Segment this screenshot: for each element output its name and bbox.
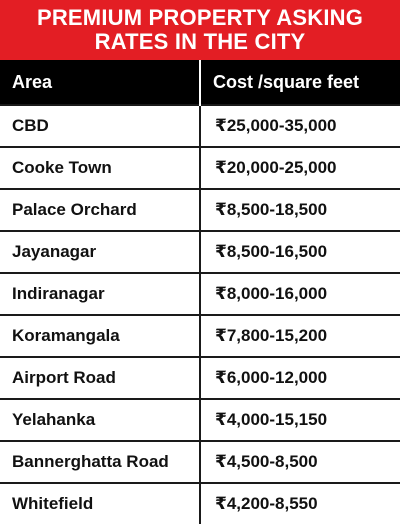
table-row: Palace Orchard ₹8,500-18,500: [0, 188, 400, 231]
column-header-area: Area: [0, 60, 200, 105]
rate-cell: ₹25,000-35,000: [199, 104, 400, 147]
title-line-1: PREMIUM PROPERTY ASKING: [36, 5, 364, 30]
rate-cell: ₹8,500-18,500: [199, 188, 400, 231]
area-cell: Palace Orchard: [0, 188, 200, 231]
header-row: Area Cost /square feet: [0, 60, 400, 105]
table-row: CBD ₹25,000-35,000: [0, 104, 400, 147]
rate-cell: ₹4,500-8,500: [199, 440, 400, 483]
table-row: Indiranagar ₹8,000-16,000: [0, 272, 400, 315]
area-cell: Bannerghatta Road: [0, 440, 200, 483]
table-row: Jayanagar ₹8,500-16,500: [0, 230, 400, 273]
title-line-2: RATES IN THE CITY: [94, 29, 306, 54]
rate-cell: ₹8,000-16,000: [199, 272, 400, 315]
area-cell: Indiranagar: [0, 272, 200, 315]
area-cell: Yelahanka: [0, 398, 200, 441]
area-cell: Cooke Town: [0, 146, 200, 189]
rate-cell: ₹4,200-8,550: [199, 482, 400, 524]
rate-cell: ₹4,000-15,150: [199, 398, 400, 441]
rate-cell: ₹7,800-15,200: [199, 314, 400, 357]
rates-table: Area Cost /square feet CBD ₹25,000-35,000…: [0, 60, 400, 524]
area-cell: Jayanagar: [0, 230, 200, 273]
rate-cell: ₹8,500-16,500: [199, 230, 400, 273]
chart-title: PREMIUM PROPERTY ASKING RATES IN THE CIT…: [0, 0, 400, 60]
table-row: Cooke Town ₹20,000-25,000: [0, 146, 400, 189]
area-cell: Koramangala: [0, 314, 200, 357]
table-row: Whitefield ₹4,200-8,550: [0, 482, 400, 524]
table-row: Koramangala ₹7,800-15,200: [0, 314, 400, 357]
table-body: CBD ₹25,000-35,000 Cooke Town ₹20,000-25,00…: [0, 104, 400, 524]
table-row: Airport Road ₹6,000-12,000: [0, 356, 400, 399]
table-row: Yelahanka ₹4,000-15,150: [0, 398, 400, 441]
table-row: Bannerghatta Road ₹4,500-8,500: [0, 440, 400, 483]
area-cell: Airport Road: [0, 356, 200, 399]
area-cell: CBD: [0, 104, 200, 147]
column-header-cost: Cost /square feet: [199, 60, 400, 105]
rate-cell: ₹20,000-25,000: [199, 146, 400, 189]
rate-cell: ₹6,000-12,000: [199, 356, 400, 399]
area-cell: Whitefield: [0, 482, 200, 524]
